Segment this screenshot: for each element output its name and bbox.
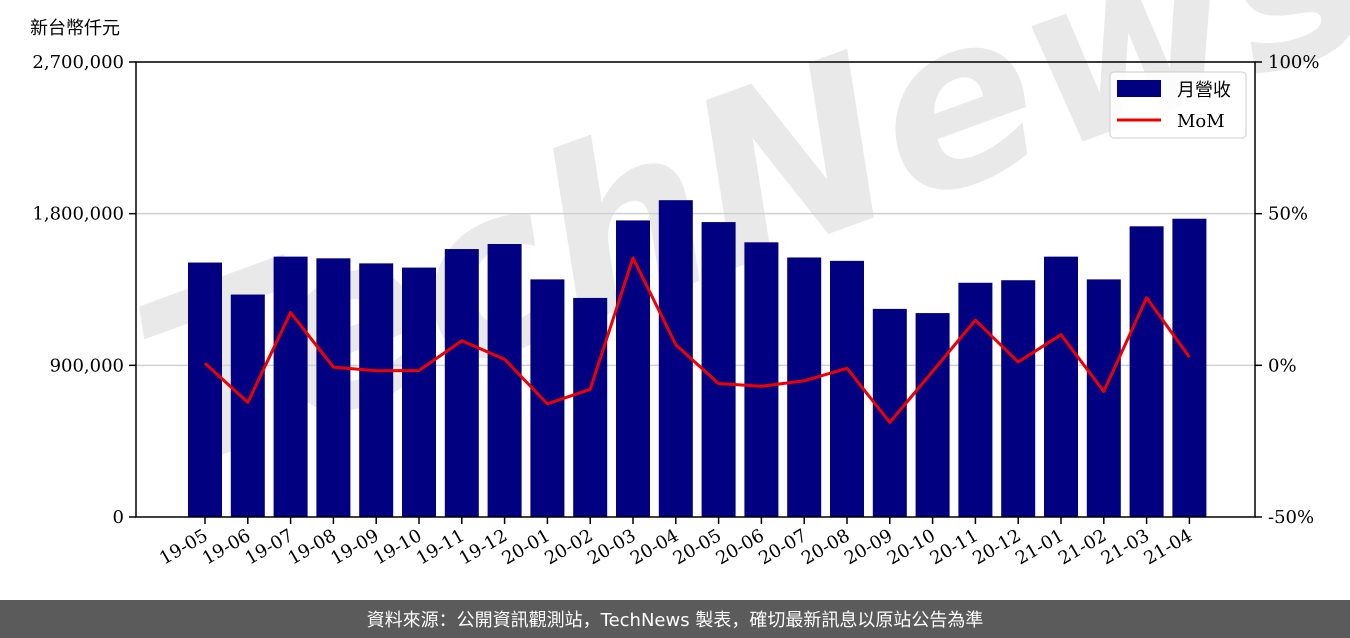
footer-bar: 資料來源：公開資訊觀測站，TechNews 製表，確切最新訊息以原站公告為準 — [0, 600, 1350, 638]
revenue-bar — [1001, 280, 1036, 517]
revenue-bar — [658, 200, 693, 517]
x-axis-tick-label: 20-09 — [841, 525, 896, 569]
x-axis-tick-label: 21-01 — [1012, 525, 1067, 569]
revenue-bar — [744, 242, 779, 517]
bar-series — [188, 200, 1207, 518]
revenue-bar — [872, 308, 907, 517]
revenue-bar — [958, 282, 993, 517]
revenue-bar — [701, 222, 736, 517]
x-axis-tick-label: 19-11 — [413, 525, 468, 569]
revenue-bar — [273, 256, 308, 517]
legend-bar-label: 月營收 — [1177, 80, 1231, 101]
x-axis-tick-label: 21-02 — [1055, 525, 1110, 569]
revenue-bar — [1044, 256, 1078, 517]
revenue-bar — [188, 262, 222, 517]
x-axis-tick-label: 20-05 — [670, 525, 725, 569]
revenue-bar — [402, 267, 436, 517]
right-axis-tick-label: -50% — [1268, 507, 1314, 528]
x-axis-tick-label: 20-08 — [798, 525, 853, 569]
revenue-bar — [530, 279, 565, 517]
legend-bar-swatch — [1117, 80, 1161, 97]
x-axis-tick-label: 20-01 — [498, 525, 553, 569]
revenue-bar — [830, 260, 864, 517]
revenue-bar — [359, 263, 394, 517]
revenue-bar — [316, 258, 351, 517]
x-axis-tick-label: 19-10 — [370, 525, 425, 569]
x-axis-tick-label: 20-07 — [755, 525, 810, 569]
x-axis-tick-label: 21-03 — [1098, 525, 1153, 569]
x-axis-tick-label: 21-04 — [1140, 525, 1195, 569]
left-axis-tick-label: 900,000 — [50, 355, 124, 376]
x-axis-tick-label: 20-03 — [584, 525, 639, 569]
revenue-bar — [1086, 279, 1121, 517]
x-axis-tick-label: 20-11 — [926, 525, 981, 569]
x-axis-tick-label: 19-05 — [156, 525, 211, 569]
left-axis-tick-label: 0 — [113, 507, 124, 528]
revenue-bar — [616, 220, 650, 517]
x-axis: 19-0519-0619-0719-0819-0919-1019-1119-12… — [156, 517, 1196, 569]
x-axis-tick-label: 20-06 — [712, 525, 767, 569]
x-axis-tick-label: 19-08 — [284, 525, 339, 569]
right-axis: -50% 0% 50% 100% — [1255, 52, 1319, 528]
right-axis-tick-label: 100% — [1268, 52, 1319, 73]
right-axis-tick-label: 50% — [1268, 204, 1308, 225]
legend: 月營收 MoM — [1109, 71, 1247, 139]
revenue-bar — [915, 313, 950, 517]
plot-frame — [135, 61, 1256, 518]
revenue-bar — [1129, 226, 1164, 518]
revenue-bar — [487, 244, 522, 517]
x-axis-tick-label: 19-09 — [327, 525, 382, 569]
x-axis-tick-label: 20-10 — [884, 525, 939, 569]
left-unit-label: 新台幣仟元 — [30, 18, 120, 39]
x-axis-tick-label: 20-02 — [541, 525, 596, 569]
x-axis-tick-label: 20-04 — [627, 525, 682, 569]
left-axis: 0 900,000 1,800,000 2,700,000 — [32, 52, 136, 528]
left-axis-tick-label: 2,700,000 — [32, 52, 124, 73]
x-axis-tick-label: 20-12 — [969, 525, 1024, 569]
revenue-bar — [1172, 218, 1207, 517]
revenue-bar — [573, 297, 608, 517]
legend-line-label: MoM — [1177, 111, 1225, 132]
revenue-bar — [230, 294, 265, 517]
x-axis-tick-label: 19-07 — [242, 525, 297, 569]
revenue-bar — [444, 249, 479, 518]
left-axis-tick-label: 1,800,000 — [32, 204, 124, 225]
source-text: 資料來源：公開資訊觀測站，TechNews 製表，確切最新訊息以原站公告為準 — [366, 610, 984, 631]
revenue-bar — [787, 257, 822, 517]
mom-line — [203, 256, 1191, 424]
x-axis-tick-label: 19-12 — [456, 525, 511, 569]
right-axis-tick-label: 0% — [1268, 355, 1297, 376]
x-axis-tick-label: 19-06 — [199, 525, 254, 569]
